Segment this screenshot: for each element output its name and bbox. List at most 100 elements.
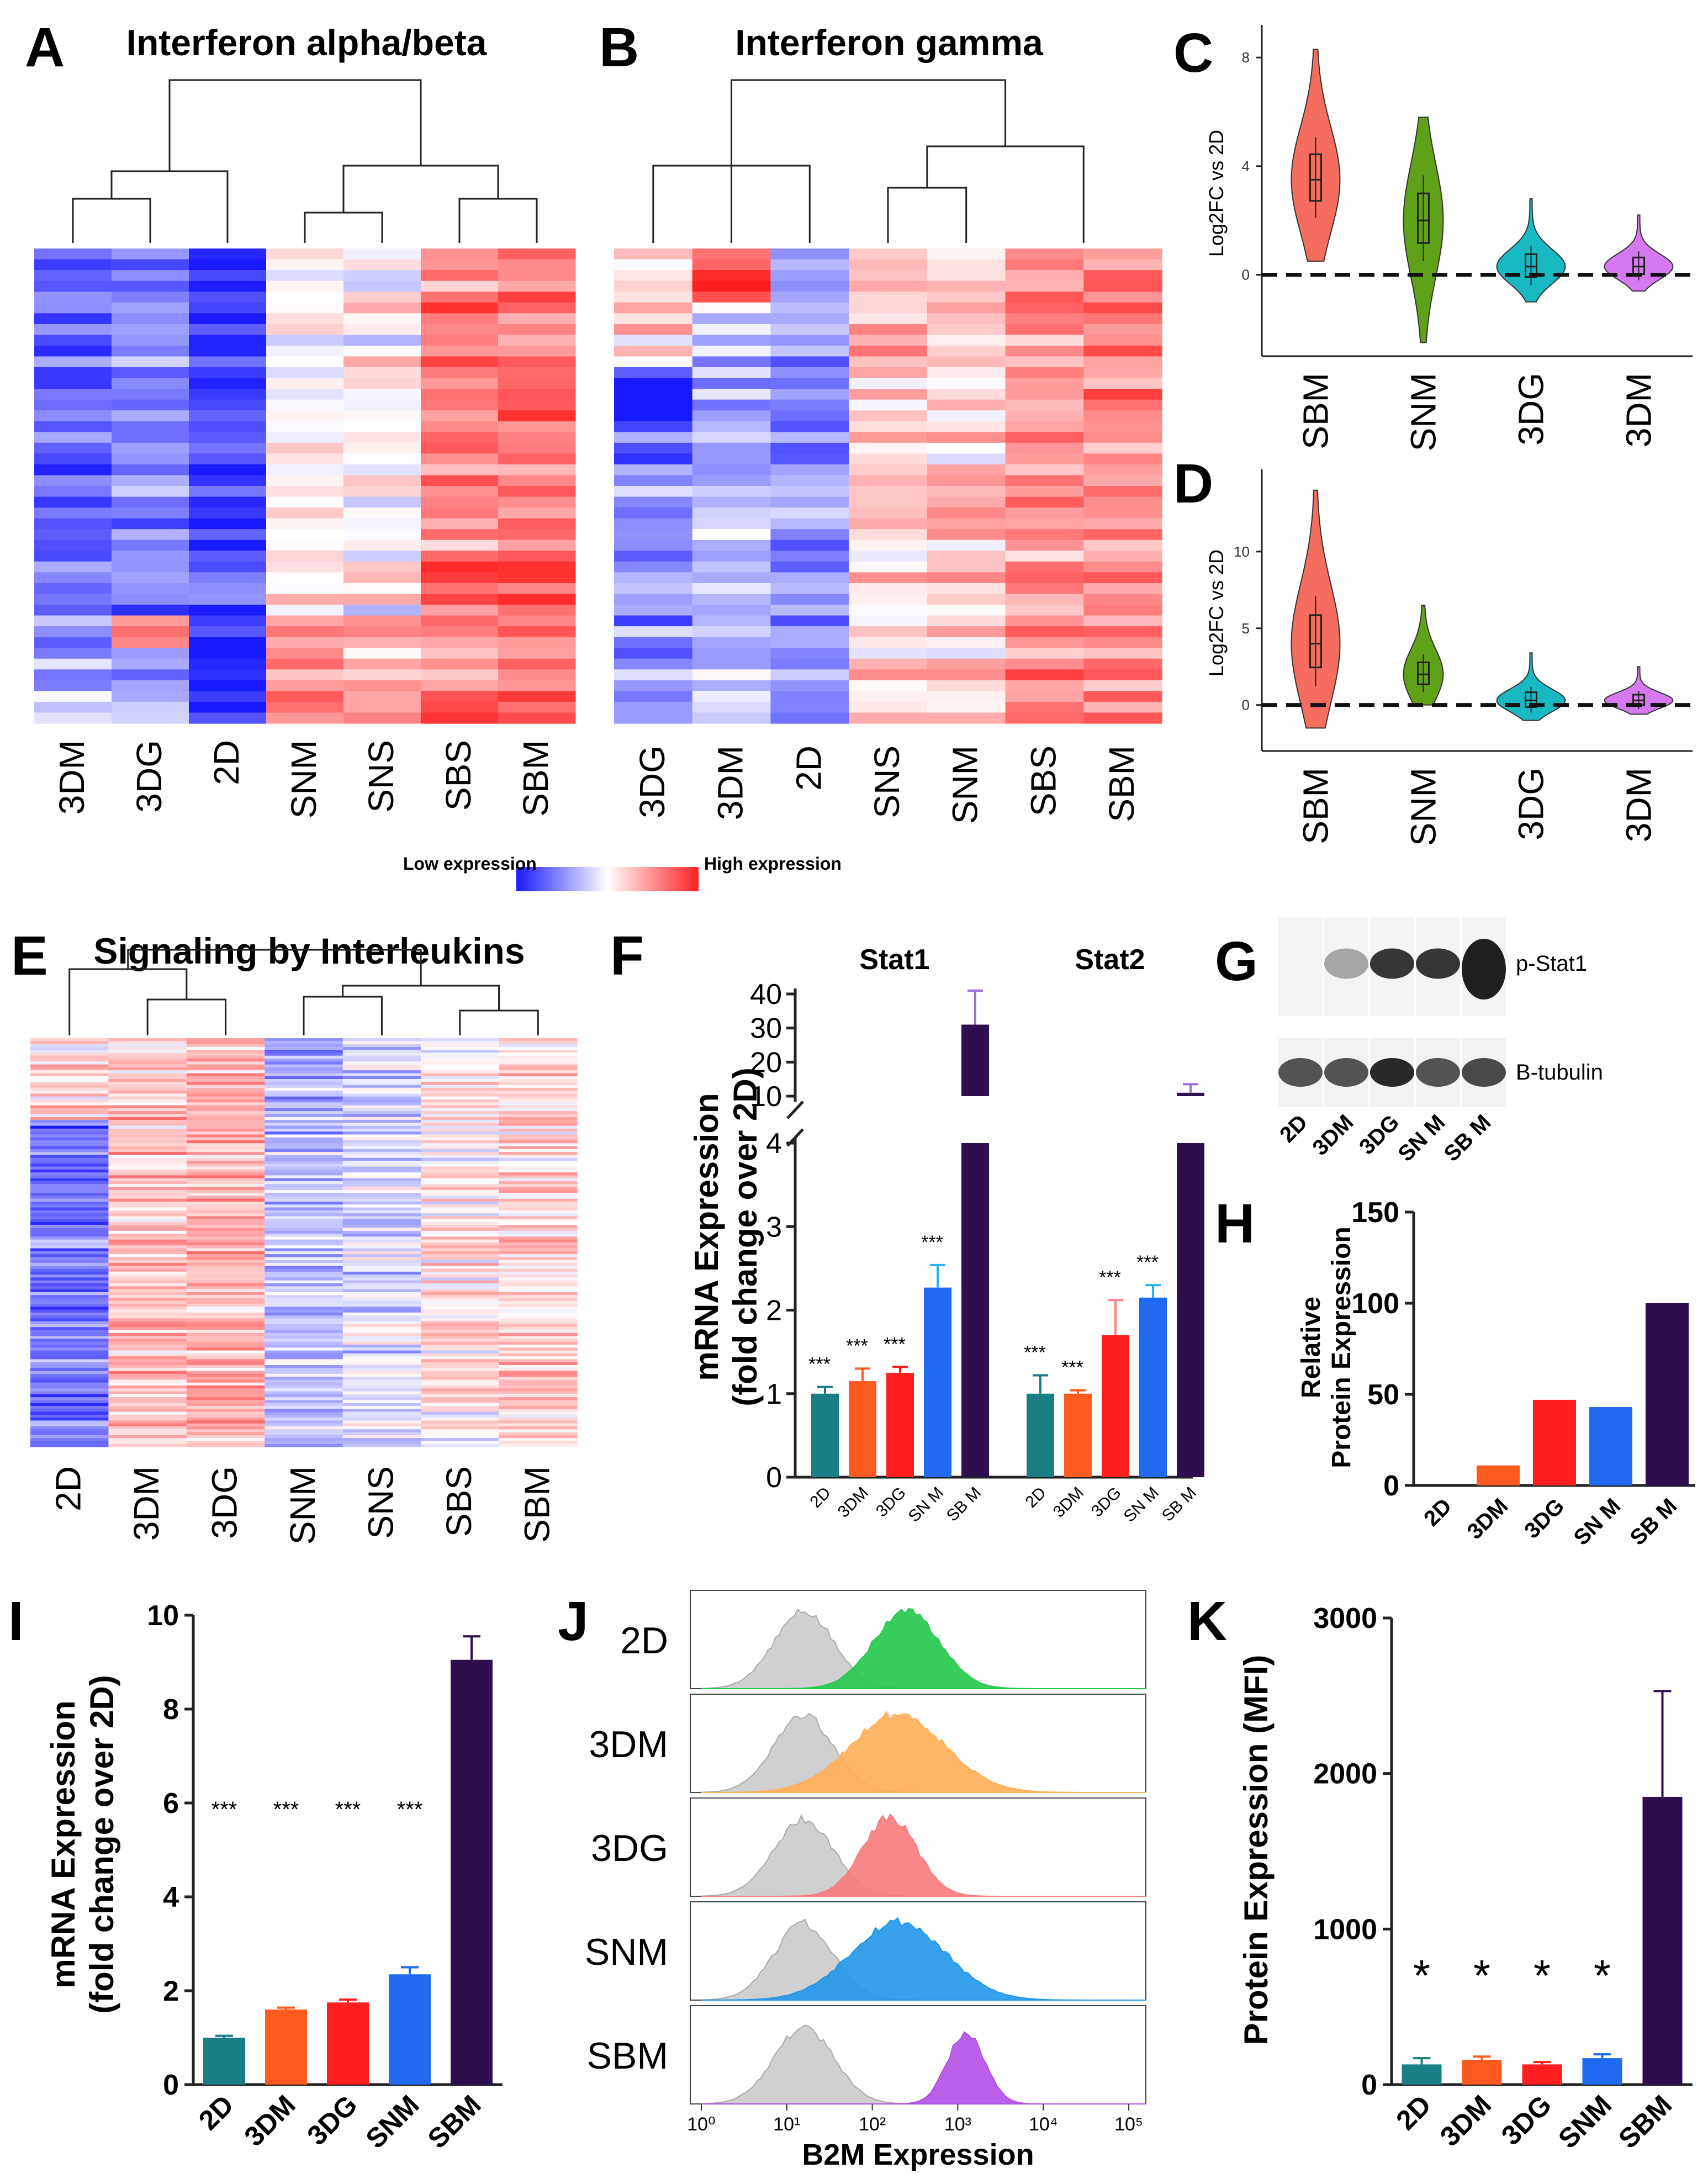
heatmap-cell [1083,281,1162,292]
heatmap-cell [30,1271,109,1275]
panel-letter-f: F [610,925,644,987]
heatmap-cell [30,1441,109,1445]
heatmap-cell [108,1295,187,1299]
heatmap-cell [342,1362,421,1366]
heatmap-cell [266,486,344,498]
heatmap-cell [266,529,344,541]
heatmap-cell [498,605,576,616]
heatmap-cell [421,1111,500,1115]
y-tick-label: 20 [750,1046,782,1078]
heatmap-cell [499,1146,578,1150]
heatmap-cell [927,475,1006,486]
heatmap-cell [108,1175,187,1179]
heatmap-cell [343,658,421,670]
y-axis-label: Protein Expression (MFI) [1238,1655,1275,2045]
panel-letter-k: K [1187,1590,1227,1652]
heatmap-cell [30,1184,109,1188]
heatmap-cell [112,270,189,282]
heatmap-cell [186,1202,265,1205]
heatmap-cell [343,248,421,260]
heatmap-cell [421,335,499,346]
heatmap-cell [849,453,928,465]
heatmap-cell [34,464,112,476]
heatmap-cell [30,1225,109,1229]
heatmap-cell [30,1161,109,1164]
dendrogram-branch [887,187,967,243]
heatmap-cell [421,1219,500,1223]
x-label-3dm: 3DM [1463,1494,1513,1544]
heatmap-cell [421,1388,500,1392]
heatmap-cell [849,259,928,271]
heatmap-legend-bar [516,867,699,891]
heatmap-cell [265,1400,343,1404]
x-label-3dm: 3DM [239,2089,302,2152]
heatmap-cell [421,356,499,368]
heatmap-cell [186,1207,265,1211]
heatmap-cell [34,453,112,465]
heatmap-cell [186,1131,265,1135]
heatmap-cell [108,1213,187,1217]
heatmap-cell [1005,594,1084,605]
heatmap-cell [421,1169,500,1173]
heatmap-cell [108,1070,187,1074]
heatmap-cell [108,1216,187,1220]
heatmap-cell [342,1394,421,1398]
bar-stat2-sn-m [1139,1297,1167,1477]
heatmap-cell [1083,551,1162,562]
heatmap-cell [186,1175,265,1179]
significance-marker: *** [808,1354,831,1375]
y-axis-label: mRNA Expression [45,1700,82,1988]
heatmap-cell [1083,583,1162,595]
heatmap-cell [186,1093,265,1097]
heatmap-cell [30,1388,109,1392]
error-bar [967,989,983,1025]
heatmap-cell [498,594,576,605]
heatmap-cell [30,1189,109,1193]
heatmap-cell [849,701,928,713]
heatmap-cell [421,1286,500,1290]
heatmap-cell [421,442,499,454]
heatmap-cell [343,475,421,486]
heatmap-cell [186,1239,265,1243]
heatmap-cell [34,561,112,573]
heatmap-cell [770,691,849,702]
heatmap-cell [265,1134,343,1138]
heatmap-cell [614,475,693,486]
bar-2d [1402,2064,1442,2085]
blot-lane-label-sb-m: SB M [1440,1110,1496,1166]
heatmap-cell [692,453,771,465]
heatmap-cell [692,648,771,659]
heatmap-cell [30,1280,109,1284]
heatmap-cell [770,367,849,379]
x-label-3dg: 3DG [1088,1484,1125,1521]
heatmap-cell [421,1140,500,1144]
heatmap-cell [189,302,267,314]
heatmap-cell [186,1085,265,1088]
heatmap-cell [186,1046,265,1050]
heatmap-cell [499,1123,578,1127]
y-tick-label: 0 [163,2069,179,2101]
histogram-sample-3dg [701,1813,1146,1897]
heatmap-cell [342,1386,421,1389]
heatmap-cell [108,1178,187,1182]
heatmap-cell [108,1131,187,1135]
heatmap-cell [692,572,771,584]
heatmap-cell [1005,475,1084,486]
heatmap-cell [342,1087,421,1091]
heatmap-cell [108,1196,187,1199]
y-tick-label: 10 [147,1600,179,1632]
heatmap-cell [499,1210,578,1214]
heatmap-cell [265,1053,343,1056]
heatmap-cell [108,1268,187,1272]
heatmap-cell [421,561,499,573]
heatmap-cell [108,1409,187,1413]
heatmap-cell [265,1169,343,1173]
heatmap-cell [343,432,421,443]
heatmap-cell [421,1178,500,1182]
heatmap-cell [1083,691,1162,702]
heatmap-cell [499,1196,578,1199]
heatmap-cell [30,1275,109,1278]
heatmap-cell [108,1198,187,1202]
heatmap-cell [692,626,771,638]
heatmap-cell [189,551,267,562]
